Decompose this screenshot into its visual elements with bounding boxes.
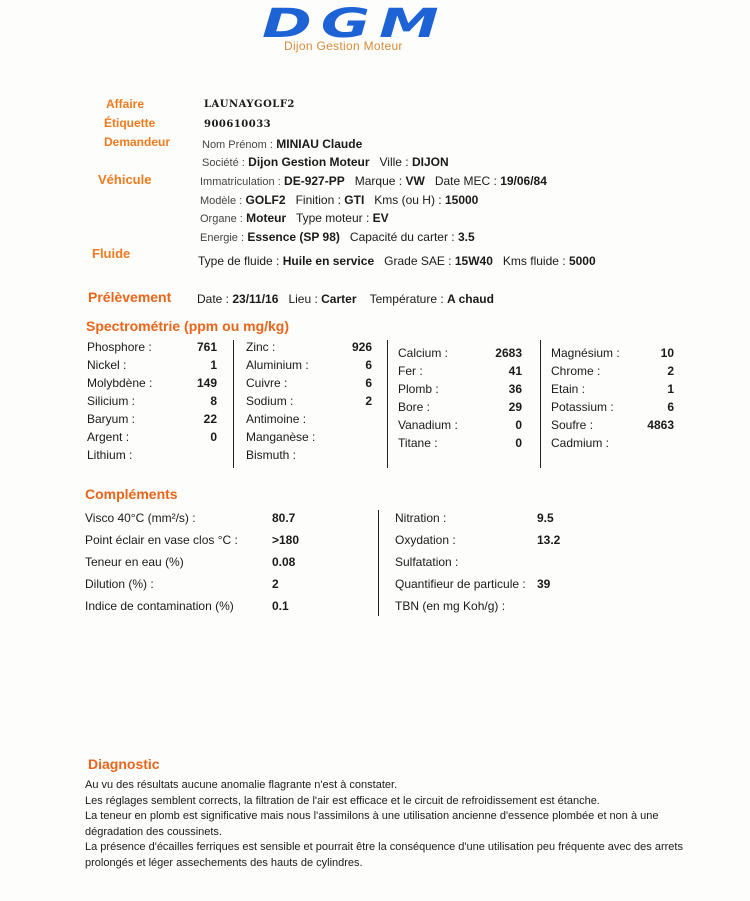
spec-element-label: Etain : [551,382,586,396]
complement-label: Indice de contamination (%) [85,599,234,613]
dgm-logo: DGM Dijon Gestion Moteur [262,4,492,54]
spec-element-label: Bismuth : [246,448,297,462]
spec-column-divider [540,340,541,468]
spec-element-value: 0 [210,430,217,444]
logo-text: DGM [262,1,448,47]
spec-element-value: 1 [210,358,217,372]
complement-value: >180 [272,533,300,547]
complement-value: 0.08 [272,555,296,569]
spec-element-value: 41 [508,364,522,378]
complement-label: Quantifieur de particule : [395,577,526,591]
etiquette-value: 900610033 [204,119,272,130]
spec-element-label: Silicium : [87,394,136,408]
vehicule-line-1: Immatriculation : DE-927-PP Marque : VW … [200,174,547,188]
spec-element-label: Lithium : [87,448,133,462]
complement-label: Oxydation : [395,533,456,547]
demandeur-label: Demandeur [104,135,171,149]
spec-element-value: 6 [667,400,674,414]
etiquette-label: Étiquette [104,116,156,130]
complement-label: Sulfatation : [395,555,459,569]
spec-element-value: 761 [196,340,217,354]
prelevement-label: Prélèvement [88,289,172,305]
spec-element-label: Cadmium : [551,436,610,450]
spec-column-divider [233,340,234,468]
vehicule-label: Véhicule [98,172,152,187]
affaire-label: Affaire [106,97,145,111]
spec-element-label: Aluminium : [246,358,309,372]
vehicule-line-2: Modèle : GOLF2 Finition : GTI Kms (ou H)… [200,193,479,207]
diagnostic-paragraph: La teneur en plomb est significative mai… [85,810,659,838]
spec-element-label: Calcium : [398,346,449,360]
spec-element-value: 2683 [495,346,522,360]
complement-value: 39 [537,577,551,591]
spec-element-value: 22 [203,412,217,426]
spectrometrie-title: Spectrométrie (ppm ou mg/kg) [86,318,290,334]
spec-element-value: 926 [351,340,372,354]
spec-element-label: Zinc : [246,340,276,354]
complement-label: Dilution (%) : [85,577,154,591]
spec-column-divider [387,340,388,468]
diagnostic-text: Au vu des résultats aucune anomalie flag… [85,778,685,871]
diagnostic-paragraph: La présence d'écailles ferriques est sen… [85,841,683,869]
spec-element-value: 29 [508,400,522,414]
spec-element-label: Potassium : [551,400,614,414]
spec-element-value: 0 [515,436,522,450]
prelevement-line: Date : 23/11/16 Lieu : Carter Températur… [197,292,494,306]
fluide-label: Fluide [92,246,131,261]
demandeur-societe: Société : Dijon Gestion Moteur Ville : D… [202,155,449,169]
spec-element-value: 4863 [647,418,674,432]
diagnostic-paragraph: Les réglages semblent corrects, la filtr… [85,794,600,807]
spec-element-label: Soufre : [551,418,594,432]
complement-value: 9.5 [537,511,554,525]
complement-value: 0.1 [272,599,289,613]
spec-element-label: Cuivre : [246,376,288,390]
complement-label: Point éclair en vase clos °C : [85,533,238,547]
complement-label: Nitration : [395,511,447,525]
complements-divider [378,510,379,616]
spec-element-label: Titane : [398,436,438,450]
demandeur-nom: Nom Prénom : MINIAU Claude [202,137,363,151]
spec-element-label: Argent : [87,430,130,444]
complement-value: 80.7 [272,511,296,525]
complement-label: TBN (en mg Koh/g) : [395,599,506,613]
vehicule-line-3: Organe : Moteur Type moteur : EV [200,211,389,225]
vehicule-line-4: Energie : Essence (SP 98) Capacité du ca… [200,230,475,244]
spec-element-label: Baryum : [87,412,136,426]
complement-label: Teneur en eau (%) [85,555,184,569]
spec-element-label: Nickel : [87,358,127,372]
spec-element-label: Phosphore : [87,340,152,354]
spec-element-value: 2 [667,364,674,378]
spec-element-value: 149 [196,376,217,390]
spec-element-value: 6 [365,358,372,372]
spec-element-value: 1 [667,382,674,396]
spec-element-value: 8 [210,394,217,408]
spec-element-label: Manganèse : [246,430,316,444]
spec-element-label: Bore : [398,400,431,414]
diagnostic-paragraph: Au vu des résultats aucune anomalie flag… [85,779,398,791]
logo-subtitle: Dijon Gestion Moteur [284,39,403,53]
complement-value: 2 [272,577,279,591]
spec-element-label: Molybdène : [87,376,153,390]
spec-element-value: 10 [660,346,674,360]
fluide-line: Type de fluide : Huile en service Grade … [198,254,596,268]
affaire-value: LAUNAYGOLF2 [204,99,295,110]
spec-element-label: Plomb : [398,382,439,396]
spec-element-label: Fer : [398,364,423,378]
spec-element-label: Vanadium : [398,418,458,432]
spec-element-value: 6 [365,376,372,390]
spec-element-value: 36 [508,382,522,396]
spec-element-label: Chrome : [551,364,601,378]
spec-element-value: 2 [365,394,372,408]
complement-value: 13.2 [537,533,561,547]
spec-element-label: Antimoine : [246,412,307,426]
complements-title: Compléments [85,486,178,502]
complement-label: Visco 40°C (mm²/s) : [85,511,196,525]
spec-element-label: Sodium : [246,394,294,408]
spec-element-value: 0 [515,418,522,432]
spec-element-label: Magnésium : [551,346,620,360]
diagnostic-title: Diagnostic [88,756,160,772]
